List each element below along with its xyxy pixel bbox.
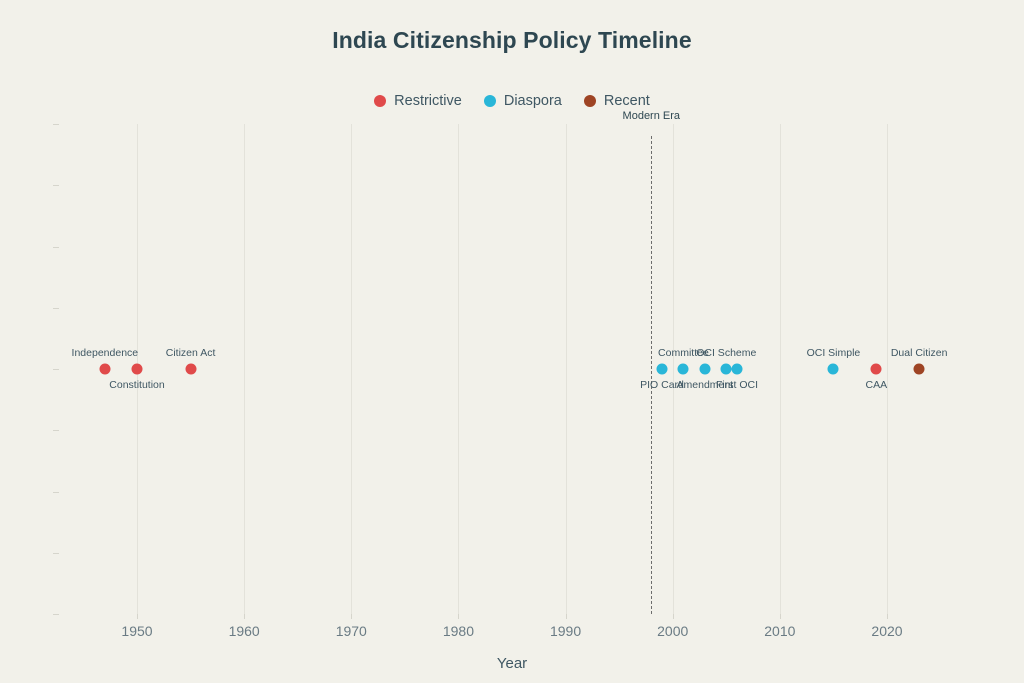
- legend-item-diaspora[interactable]: Diaspora: [483, 93, 562, 109]
- legend-item-label: Diaspora: [503, 93, 562, 109]
- timeline-event-label: Dual Citizen: [890, 347, 948, 359]
- plot-area: 1950 1960 1970 1980 1990 2000 2010 2020 Modern E…: [53, 110, 962, 639]
- timeline-event-label: PIO Card: [640, 379, 684, 391]
- x-axis-tick: [565, 614, 567, 619]
- y-axis-tick: [53, 124, 59, 125]
- gridline: [351, 124, 353, 614]
- timeline-event-dot[interactable]: [185, 363, 197, 375]
- x-axis-tick: [244, 614, 246, 619]
- timeline-event-label: CAA: [865, 379, 888, 391]
- timeline-event-dot[interactable]: [731, 363, 743, 375]
- timeline-event-dot[interactable]: [913, 363, 925, 375]
- annotation-label: Modern Era: [622, 110, 681, 122]
- y-axis-tick: [53, 614, 59, 615]
- timeline-event-dot[interactable]: [699, 363, 711, 375]
- y-axis-tick: [53, 491, 59, 493]
- y-axis-tick: [53, 185, 59, 187]
- timeline-event-label: OCI Simple: [806, 347, 861, 359]
- timeline-event-dot[interactable]: [870, 363, 882, 375]
- gridline: [458, 124, 460, 614]
- timeline-event-label: Independence: [71, 347, 139, 359]
- gridline: [779, 124, 781, 614]
- timeline-event-dot[interactable]: [99, 363, 111, 375]
- x-axis-tick-label: 1960: [228, 623, 260, 639]
- legend-item-recent[interactable]: Recent: [583, 93, 650, 109]
- y-axis-tick: [53, 246, 59, 248]
- chart-title: India Citizenship Policy Timeline: [332, 27, 692, 53]
- gridline: [672, 124, 674, 614]
- timeline-event-label: First OCI: [716, 379, 758, 391]
- timeline-event-label: Constitution: [109, 379, 165, 391]
- x-axis-tick: [351, 614, 353, 619]
- y-axis-tick: [53, 430, 59, 432]
- x-axis-tick-label: 1950: [121, 623, 153, 639]
- x-axis-tick-label: 1990: [549, 623, 582, 639]
- x-axis-tick-label: 1980: [442, 623, 474, 639]
- legend-swatch-icon: [583, 95, 596, 107]
- legend-swatch-icon: [374, 95, 387, 107]
- x-axis-tick-label: 2020: [871, 623, 903, 639]
- timeline-event-dot[interactable]: [827, 363, 839, 375]
- x-axis-tick: [887, 614, 888, 619]
- x-axis-title: Year: [496, 655, 528, 672]
- gridline: [565, 124, 567, 614]
- timeline-event-label: Citizen Act: [165, 347, 216, 359]
- y-axis-tick: [53, 552, 59, 554]
- x-axis-tick: [137, 614, 138, 619]
- x-axis-tick-label: 1970: [335, 623, 367, 639]
- legend-swatch-icon: [483, 95, 496, 107]
- gridline: [887, 124, 888, 614]
- x-axis-tick-label: 2010: [764, 623, 796, 639]
- x-axis-tick: [458, 614, 460, 619]
- annotation-dashed-line: [651, 136, 653, 614]
- timeline-event-label: OCI Scheme: [696, 347, 757, 359]
- timeline-event-dot[interactable]: [131, 363, 143, 375]
- timeline-event-dot[interactable]: [720, 363, 732, 375]
- timeline-event-label: Committee: [658, 347, 709, 359]
- timeline-event-dot[interactable]: [656, 363, 668, 375]
- gridline: [244, 124, 246, 614]
- x-axis-tick: [779, 614, 781, 619]
- x-axis-tick: [672, 614, 674, 619]
- chart-legend: Restrictive Diaspora Recent: [0, 93, 1024, 109]
- timeline-event-dot[interactable]: [677, 363, 689, 375]
- y-axis-tick: [53, 307, 59, 309]
- legend-item-label: Recent: [603, 93, 650, 109]
- y-axis-tick: [53, 369, 59, 370]
- x-axis-tick-label: 2000: [657, 623, 689, 639]
- legend-item-restrictive[interactable]: Restrictive: [374, 93, 462, 109]
- timeline-event-label: Amendment: [676, 379, 734, 391]
- legend-item-label: Restrictive: [394, 93, 462, 109]
